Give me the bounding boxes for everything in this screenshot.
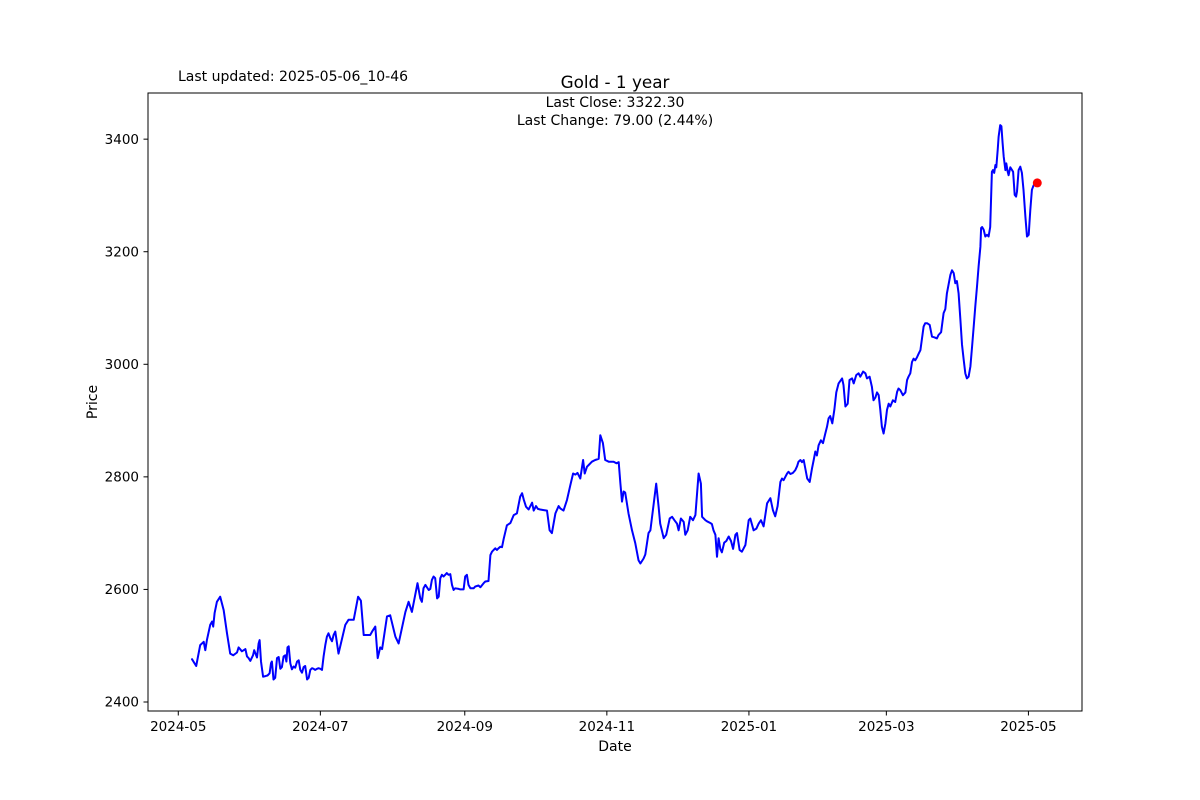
y-tick-label: 2600 — [105, 582, 139, 598]
y-tick-label: 2400 — [105, 695, 139, 711]
y-tick-label: 3400 — [105, 132, 139, 148]
price-line — [191, 124, 1039, 681]
axes-frame — [147, 92, 1083, 712]
x-tick-label: 2024-07 — [292, 719, 348, 735]
y-tick-label: 3000 — [105, 357, 139, 373]
last-price-marker — [1032, 178, 1042, 188]
x-tick-label: 2025-03 — [858, 719, 914, 735]
x-tick-label: 2025-01 — [721, 719, 777, 735]
x-tick-label: 2024-09 — [437, 719, 493, 735]
last-change-annotation: Last Change: 79.00 (2.44%) — [516, 113, 714, 129]
x-tick-label: 2024-05 — [150, 719, 206, 735]
last-close-annotation: Last Close: 3322.30 — [545, 95, 685, 111]
y-tick-label: 2800 — [105, 470, 139, 486]
y-tick-label: 3200 — [105, 244, 139, 260]
y-axis-label: Price — [85, 384, 101, 420]
x-axis-label: Date — [598, 739, 632, 755]
last-updated-text: Last updated: 2025-05-06_10-46 — [178, 69, 409, 85]
x-tick-label: 2025-05 — [1000, 719, 1056, 735]
x-tick-label: 2024-11 — [579, 719, 635, 735]
chart-title: Gold - 1 year — [560, 72, 670, 92]
